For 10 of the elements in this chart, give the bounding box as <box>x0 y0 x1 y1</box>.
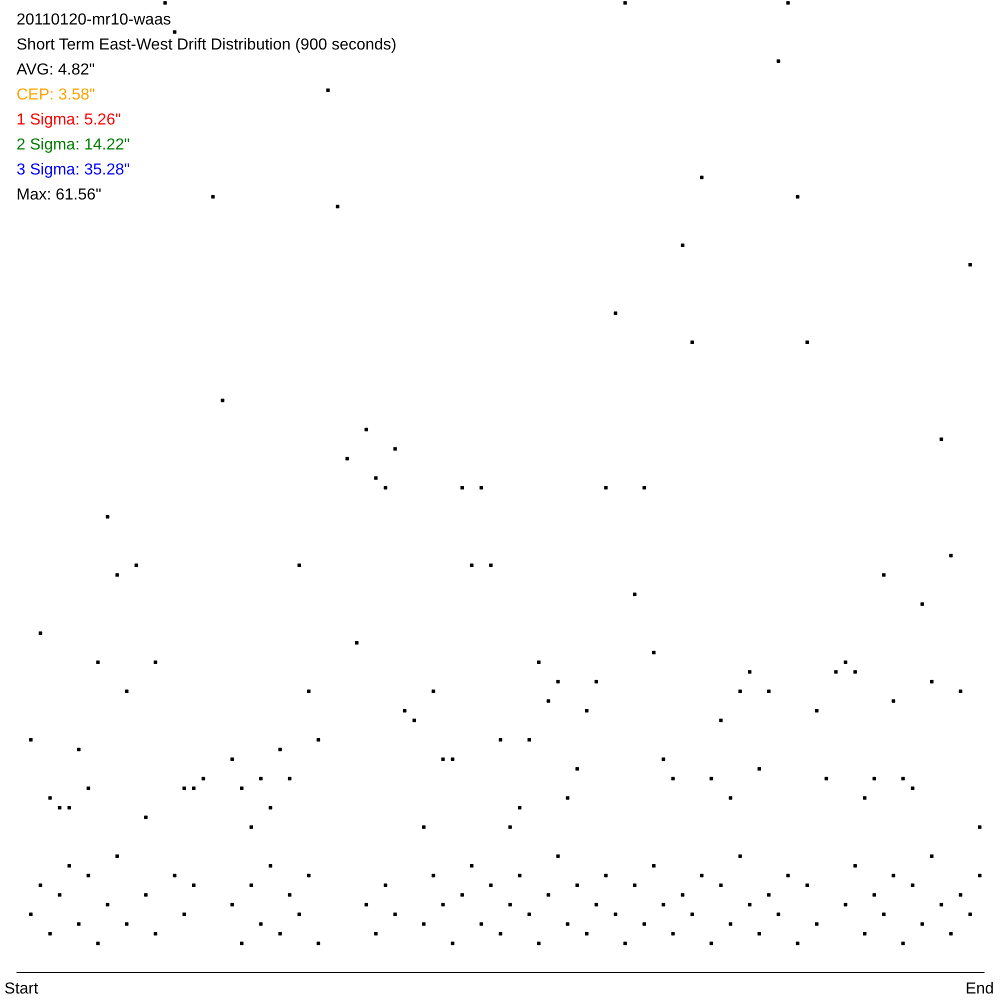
annotation: CEP: 3.58" <box>16 86 96 104</box>
annotation: 2 Sigma: 14.22" <box>16 136 130 154</box>
text: Short Term East-West Drift Distribution (900 seconds) <box>16 36 396 54</box>
annotation: 3 Sigma: 35.28" <box>16 162 130 178</box>
x-tick-label: Start <box>4 980 39 998</box>
annotation: 1 Sigma: 5.26" <box>16 112 121 128</box>
annotation: Max: 61.56" <box>16 186 102 204</box>
x-tick-label: End <box>965 980 994 998</box>
text: 20110120-mr10-waas <box>16 12 171 28</box>
annotation: AVG: 4.82" <box>16 62 95 78</box>
